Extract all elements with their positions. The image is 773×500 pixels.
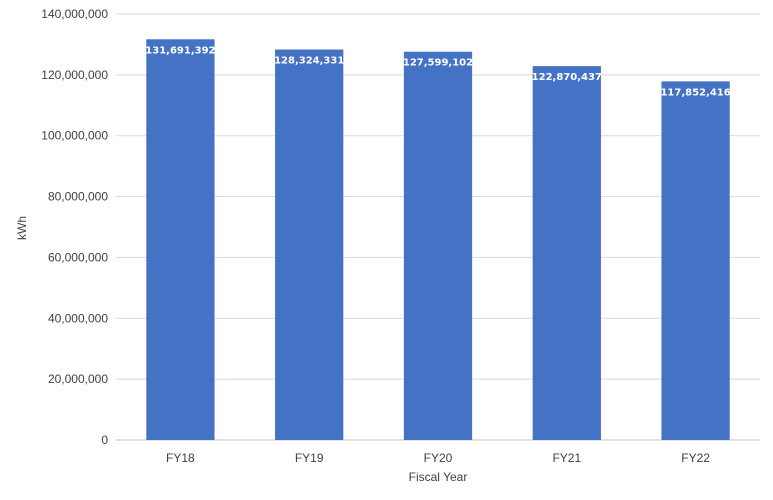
y-tick-label: 120,000,000 — [41, 68, 108, 82]
bar-fy21 — [532, 66, 601, 441]
y-tick-label: 80,000,000 — [48, 190, 108, 204]
bar-fy19 — [275, 49, 344, 440]
y-axis-title: kWh — [15, 216, 29, 240]
x-axis-ticks: FY18 FY19 FY20 FY21 FY22 — [166, 451, 710, 465]
data-label-fy21: 122,870,437 — [532, 72, 602, 83]
x-tick-label: FY20 — [424, 451, 453, 465]
data-label-fy22: 117,852,416 — [660, 87, 730, 98]
x-tick-label: FY19 — [295, 451, 324, 465]
x-tick-label: FY21 — [552, 451, 581, 465]
y-tick-label: 100,000,000 — [41, 129, 108, 143]
x-axis-title: Fiscal Year — [409, 470, 468, 484]
bar-fy22 — [661, 81, 730, 440]
x-tick-label: FY22 — [681, 451, 710, 465]
y-tick-label: 140,000,000 — [41, 7, 108, 21]
y-tick-label: 40,000,000 — [48, 311, 108, 325]
y-tick-label: 20,000,000 — [48, 372, 108, 386]
bar-fy18 — [146, 39, 215, 440]
x-tick-label: FY18 — [166, 451, 195, 465]
y-tick-label: 0 — [101, 433, 108, 447]
y-tick-label: 60,000,000 — [48, 250, 108, 264]
y-axis-ticks: 0 20,000,000 40,000,000 60,000,000 80,000,00… — [41, 7, 108, 447]
data-label-fy19: 128,324,331 — [274, 56, 344, 67]
bars: 131,691,392 128,324,331 127,599,102 122,870… — [145, 39, 731, 441]
bar-fy20 — [403, 51, 473, 440]
data-label-fy20: 127,599,102 — [403, 58, 473, 69]
data-label-fy18: 131,691,392 — [145, 45, 215, 56]
